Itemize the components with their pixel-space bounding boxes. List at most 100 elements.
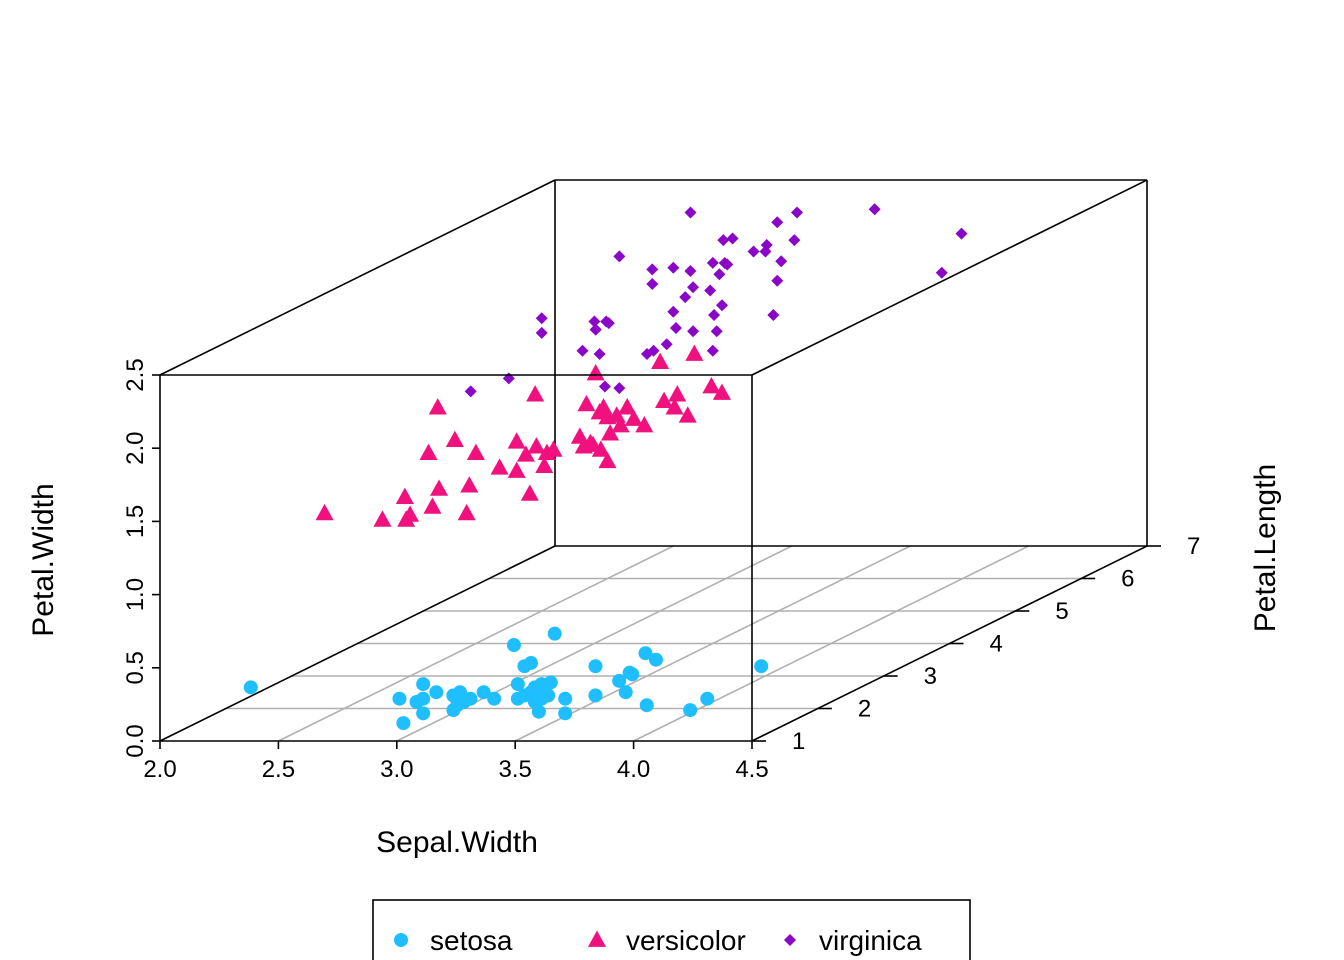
data-point-setosa xyxy=(612,673,627,688)
data-point-setosa xyxy=(649,652,664,667)
data-point-setosa xyxy=(700,691,715,706)
z-axis-label: Petal.Length xyxy=(1249,464,1282,632)
data-point-virginica xyxy=(667,305,680,318)
data-point-virginica xyxy=(717,234,730,247)
data-point-virginica xyxy=(589,323,602,336)
y-tick-label: 2.5 xyxy=(122,358,149,391)
z-tick-label: 4 xyxy=(990,631,1003,658)
data-point-versicolor xyxy=(635,416,654,433)
data-point-virginica xyxy=(600,315,613,328)
box-edge xyxy=(159,545,556,742)
x-axis-label: Sepal.Width xyxy=(376,826,538,859)
data-point-virginica xyxy=(935,266,948,279)
data-point-setosa xyxy=(517,659,532,674)
data-point-setosa xyxy=(618,685,633,700)
data-point-virginica xyxy=(716,299,729,312)
data-point-virginica xyxy=(771,216,784,229)
data-point-virginica xyxy=(660,338,673,351)
legend-marker-versicolor xyxy=(587,930,607,947)
data-point-versicolor xyxy=(516,445,535,462)
data-point-virginica xyxy=(687,281,700,294)
data-point-virginica xyxy=(684,206,697,219)
legend-marker-virginica xyxy=(784,934,796,946)
legend-marker-setosa xyxy=(394,933,408,947)
data-point-versicolor xyxy=(445,430,464,448)
data-point-versicolor xyxy=(315,503,334,521)
data-point-versicolor xyxy=(577,394,596,412)
data-point-versicolor xyxy=(507,461,526,478)
data-point-versicolor xyxy=(544,440,563,457)
data-point-versicolor xyxy=(535,456,554,474)
data-point-versicolor xyxy=(423,497,442,514)
data-point-virginica xyxy=(747,245,760,258)
data-point-virginica xyxy=(868,203,881,216)
data-point-virginica xyxy=(687,325,700,338)
data-point-virginica xyxy=(708,308,721,321)
data-point-virginica xyxy=(576,344,589,357)
data-point-virginica xyxy=(706,256,719,269)
data-point-versicolor xyxy=(651,352,670,369)
y-tick-label: 1.5 xyxy=(122,505,149,538)
y-tick-label: 0.5 xyxy=(122,651,149,684)
data-point-versicolor xyxy=(526,385,545,402)
data-point-virginica xyxy=(726,232,739,245)
data-point-versicolor xyxy=(611,416,630,433)
data-point-setosa xyxy=(416,677,431,692)
axis-ticks: 2.0 2.5 3.0 3.5 4.0 4.5 0.0 0.5 1.0 1.5 2.0 2.5 1 2 3 4… xyxy=(122,358,1200,783)
data-point-virginica xyxy=(775,255,788,268)
data-point-setosa xyxy=(541,688,556,703)
data-point-versicolor xyxy=(520,484,539,501)
data-point-setosa xyxy=(392,691,407,706)
box-edge xyxy=(159,179,556,376)
data-point-versicolor xyxy=(460,476,479,493)
data-point-setosa xyxy=(558,706,573,721)
legend-box xyxy=(372,899,971,960)
data-point-versicolor xyxy=(457,503,476,521)
z-tick-label: 6 xyxy=(1121,566,1134,593)
z-tick-label: 5 xyxy=(1055,598,1068,625)
z-tick-label: 7 xyxy=(1187,533,1200,560)
data-point-virginica xyxy=(613,250,626,263)
data-point-setosa xyxy=(510,677,525,692)
data-point-versicolor xyxy=(618,398,637,415)
data-point-virginica xyxy=(535,326,548,339)
data-point-setosa xyxy=(588,688,603,703)
data-point-virginica xyxy=(593,347,606,360)
data-point-versicolor xyxy=(581,433,600,451)
data-point-virginica xyxy=(502,372,515,385)
x-tick-label: 4.0 xyxy=(617,756,650,783)
data-point-setosa xyxy=(463,691,478,706)
data-point-setosa xyxy=(683,703,698,718)
data-point-versicolor xyxy=(373,510,392,527)
data-point-setosa xyxy=(517,688,532,703)
data-point-setosa xyxy=(754,659,769,674)
data-point-virginica xyxy=(646,278,659,291)
data-point-versicolor xyxy=(665,398,684,415)
data-point-virginica xyxy=(791,206,804,219)
data-point-virginica xyxy=(684,265,697,278)
data-point-versicolor xyxy=(668,385,687,402)
data-point-virginica xyxy=(598,380,611,393)
data-point-versicolor xyxy=(401,505,420,522)
legend-label-versicolor: versicolor xyxy=(626,925,746,956)
data-point-virginica xyxy=(710,325,723,338)
data-point-setosa xyxy=(527,680,542,695)
y-tick-label: 2.0 xyxy=(122,432,149,465)
data-point-setosa xyxy=(487,691,502,706)
data-point-virginica xyxy=(464,385,477,398)
data-point-versicolor xyxy=(395,487,414,504)
box-edge xyxy=(751,179,1148,376)
data-point-setosa xyxy=(639,698,654,713)
data-point-setosa xyxy=(416,706,431,721)
data-point-versicolor xyxy=(712,383,731,400)
data-point-setosa xyxy=(547,626,562,641)
data-point-setosa xyxy=(527,694,542,709)
data-point-virginica xyxy=(667,261,680,274)
x-tick-label: 4.5 xyxy=(735,756,768,783)
data-point-setosa xyxy=(638,646,653,661)
data-point-setosa xyxy=(625,667,640,682)
y-axis-label: Petal.Width xyxy=(27,483,60,636)
data-point-setosa xyxy=(429,685,444,700)
data-point-setosa xyxy=(543,675,558,690)
data-point-versicolor xyxy=(655,391,674,408)
